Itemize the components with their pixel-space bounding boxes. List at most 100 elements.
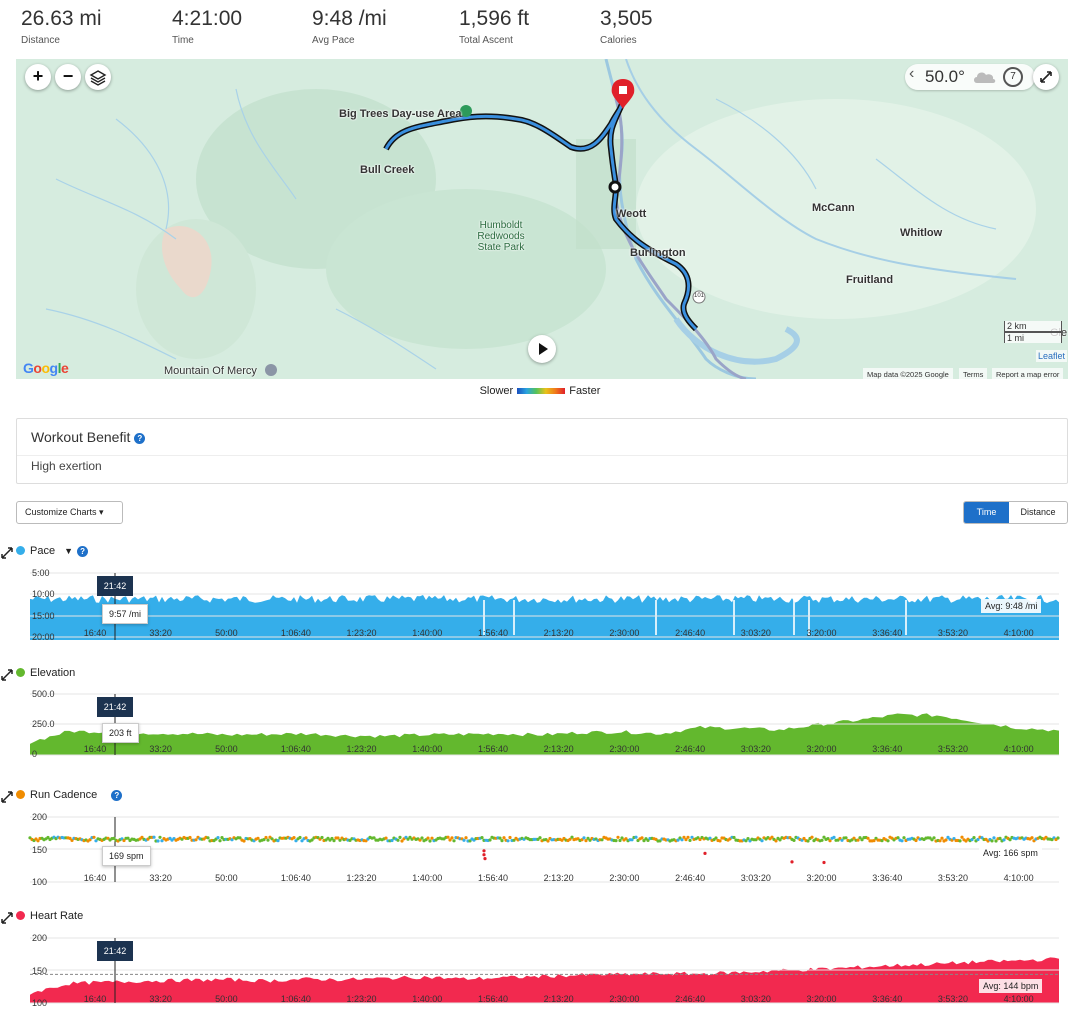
x-tick: 1:06:40 — [280, 744, 311, 754]
x-tick: 1:06:40 — [280, 873, 311, 883]
y-tick: 5:00 — [32, 568, 50, 578]
map-label-burlington: Burlington — [630, 247, 686, 259]
workout-benefit-panel: Workout Benefit? High exertion — [16, 418, 1068, 484]
cadence-point — [802, 836, 806, 841]
cadence-point — [304, 836, 308, 840]
cadence-point — [538, 836, 542, 840]
cadence-point — [406, 837, 410, 841]
cadence-point — [428, 839, 432, 843]
cadence-point — [292, 836, 296, 840]
x-tick: 1:56:40 — [477, 873, 508, 883]
hover-time-label: 21:42 — [97, 576, 133, 596]
cadence-point — [300, 839, 304, 843]
cadence-point — [372, 836, 376, 840]
cadence-point — [822, 835, 826, 839]
speed-gradient — [517, 388, 566, 395]
play-route-button[interactable] — [528, 335, 556, 363]
x-tick: 50:00 — [215, 873, 238, 883]
map-terrain[interactable] — [16, 59, 1068, 379]
expand-icon[interactable] — [0, 790, 14, 804]
cadence-point — [840, 838, 844, 842]
cadence-point — [902, 836, 906, 840]
caret-down-icon[interactable]: ▼ — [64, 546, 74, 556]
run-cadence-chart: Run Cadence? 200 150 100 16:40 33:20 50:00… — [0, 789, 1080, 889]
leaflet-link[interactable]: Leaflet — [1036, 350, 1068, 362]
y-tick: 500.0 — [32, 689, 55, 699]
help-icon[interactable]: ? — [134, 432, 146, 444]
pace-spike — [513, 600, 515, 635]
cadence-point — [218, 839, 222, 843]
map-fullscreen-button[interactable] — [1033, 64, 1059, 90]
elevation-plot[interactable] — [0, 667, 1080, 762]
x-tick: 3:36:40 — [872, 873, 903, 883]
y-tick: 150 — [32, 966, 48, 976]
chart-header: Elevation — [16, 667, 75, 679]
pace-plot[interactable] — [0, 545, 1080, 645]
customize-charts-button[interactable]: Customize Charts ▾ — [16, 501, 123, 524]
heart-rate-plot[interactable] — [0, 910, 1080, 1020]
cadence-point — [676, 838, 680, 842]
cadence-point — [770, 835, 774, 839]
pace-spike — [905, 600, 907, 635]
cadence-point — [682, 835, 686, 839]
x-tick: 4:10:00 — [1003, 628, 1034, 638]
cadence-plot[interactable] — [0, 789, 1080, 889]
map-data-attribution: Map data ©2025 Google — [863, 368, 953, 379]
chart-header: Pace ▼? — [16, 545, 89, 557]
cadence-point — [418, 838, 422, 842]
scale-km: 2 km — [1004, 321, 1062, 332]
report-map-error-link[interactable]: Report a map error — [992, 368, 1064, 379]
expand-icon[interactable] — [0, 911, 14, 925]
cadence-point — [158, 835, 162, 839]
stats-row: 26.63 mi Distance 4:21:00 Time 9:48 /mi … — [0, 0, 1080, 56]
terms-link[interactable]: Terms — [959, 368, 988, 379]
expand-icon[interactable] — [0, 546, 14, 560]
cadence-point — [390, 838, 394, 843]
cadence-point — [1008, 838, 1012, 842]
heart-rate-chart: Heart Rate 200 150 100 16:40 33:20 50:00 1:… — [0, 910, 1080, 1020]
cadence-point — [570, 835, 574, 839]
cadence-point — [332, 839, 336, 843]
zoom-out-button[interactable]: − — [55, 64, 81, 90]
cadence-point — [970, 838, 974, 842]
cadence-point — [992, 836, 996, 840]
x-tick: 50:00 — [215, 628, 238, 638]
cadence-point — [614, 839, 618, 843]
chevron-left-icon[interactable]: ‹ — [909, 65, 915, 82]
cadence-point — [126, 836, 130, 840]
stat-value: 3,505 — [600, 7, 653, 30]
cadence-point — [262, 838, 266, 842]
cadence-point — [330, 836, 334, 841]
cadence-point — [464, 836, 468, 840]
chart-header: Heart Rate — [16, 910, 83, 922]
cadence-point — [634, 835, 638, 839]
cadence-point — [932, 836, 936, 840]
route-map[interactable]: + − ‹ 50.0° 7 Big Trees Day-use Area Bul… — [16, 59, 1068, 379]
toggle-time[interactable]: Time — [964, 502, 1009, 523]
cadence-point — [1030, 836, 1034, 840]
x-tick: 3:03:20 — [740, 994, 771, 1004]
cadence-point — [732, 835, 736, 840]
hover-time-label: 21:42 — [97, 941, 133, 961]
weather-widget[interactable]: ‹ 50.0° 7 — [905, 64, 1035, 90]
x-tick: 3:03:20 — [740, 628, 771, 638]
toggle-distance[interactable]: Distance — [1020, 507, 1056, 517]
x-tick: 3:36:40 — [872, 994, 903, 1004]
layers-button[interactable] — [85, 64, 111, 90]
map-scale: 2 km 1 mi — [1004, 321, 1062, 343]
cadence-point — [276, 839, 280, 843]
zoom-in-button[interactable]: + — [25, 64, 51, 90]
expand-icon[interactable] — [0, 668, 14, 682]
cadence-point — [582, 836, 586, 840]
cadence-point — [264, 835, 268, 840]
axis-toggle[interactable]: Time Distance — [963, 501, 1068, 524]
series-dot — [16, 911, 25, 920]
help-icon[interactable]: ? — [77, 545, 89, 557]
stat-calories: 3,505 Calories — [600, 6, 653, 46]
cadence-point — [826, 837, 830, 841]
x-tick: 3:53:20 — [937, 994, 968, 1004]
help-icon[interactable]: ? — [111, 789, 123, 801]
x-tick: 50:00 — [215, 994, 238, 1004]
x-tick: 33:20 — [149, 873, 172, 883]
cadence-point — [958, 839, 962, 843]
